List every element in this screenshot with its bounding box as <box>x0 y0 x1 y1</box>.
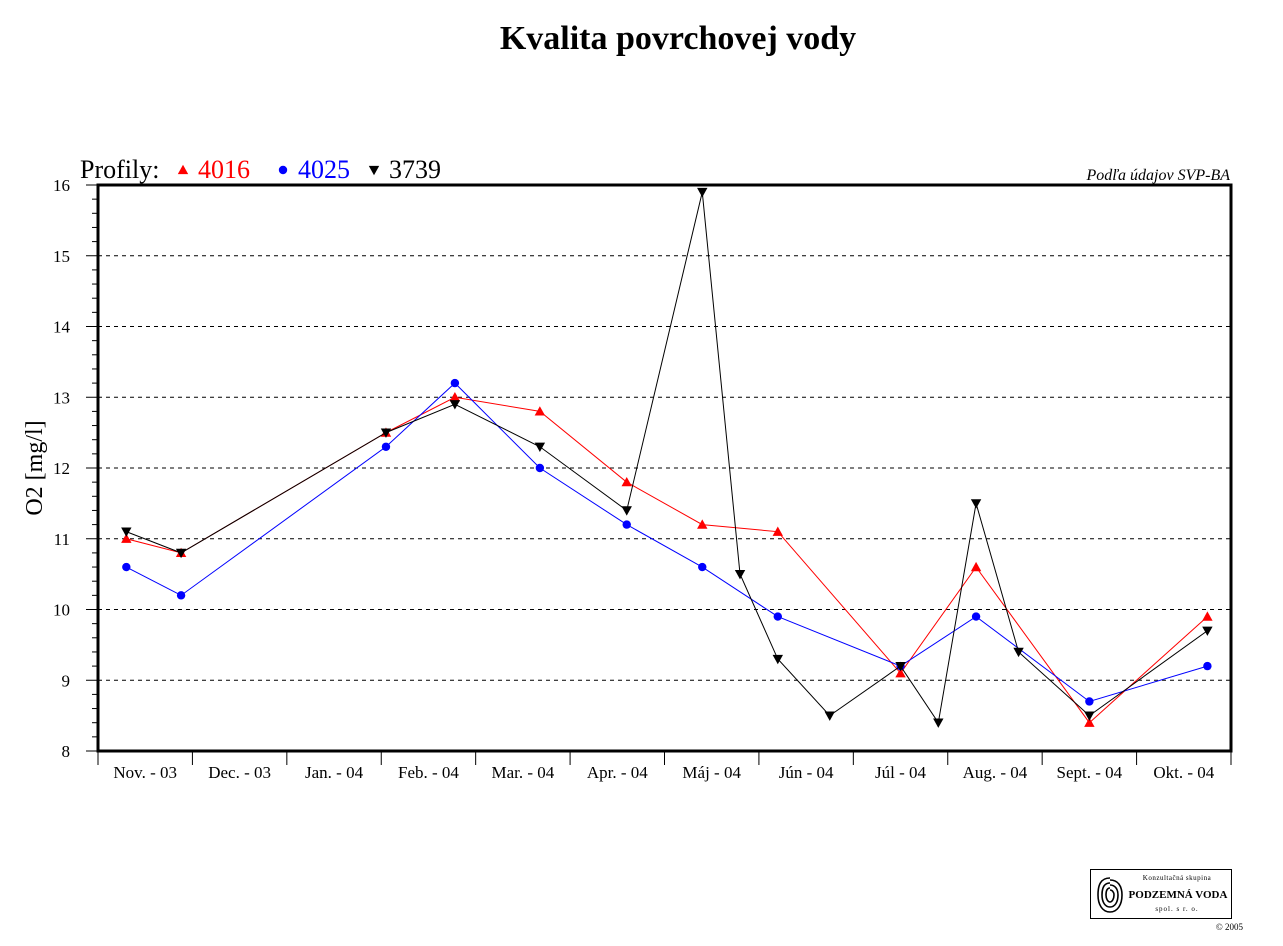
data-point-4025 <box>381 442 391 451</box>
x-tick-label: Mar. - 04 <box>491 763 554 782</box>
x-ticks: Nov. - 03 Dec. - 03 Jan. - 04 Feb. - 04 Mar.… <box>97 751 1232 782</box>
data-point-3739 <box>734 569 746 580</box>
data-point-4016 <box>1084 717 1095 727</box>
data-point-4025 <box>176 591 186 600</box>
y-ticks: 8 9 10 11 12 13 14 15 16 <box>53 176 98 761</box>
data-point-3739 <box>449 400 461 410</box>
company-logo: Konzultačná skupina PODZEMNÁ VODA spol. … <box>1090 869 1232 919</box>
x-tick-label: Okt. - 04 <box>1153 763 1214 782</box>
series-line-4025 <box>126 382 1208 703</box>
data-point-3739 <box>1202 626 1213 636</box>
logo-spiral-icon <box>1097 877 1123 913</box>
data-point-3739 <box>772 654 783 665</box>
data-point-4025 <box>971 612 981 621</box>
series-3739 <box>121 187 1213 728</box>
legend-label-4025: 4025 <box>298 155 350 184</box>
x-tick-label: Máj - 04 <box>682 763 741 782</box>
x-tick-label: Jan. - 04 <box>305 763 364 782</box>
legend-marker-triangle-up-icon <box>177 164 189 175</box>
data-point-4016 <box>1202 611 1213 621</box>
y-axis-label: O2 [mg/l] <box>22 420 48 515</box>
data-point-4025 <box>535 463 545 473</box>
y-tick-label: 9 <box>62 671 71 690</box>
data-point-4025 <box>698 562 707 572</box>
y-tick-label: 15 <box>53 247 70 266</box>
data-point-3739 <box>933 718 944 728</box>
data-point-4025 <box>773 612 782 621</box>
y-tick-label: 12 <box>53 459 70 478</box>
data-point-3739 <box>1013 647 1024 658</box>
data-point-3739 <box>824 711 835 721</box>
series-line-3739 <box>126 191 1208 725</box>
chart-title: Kvalita povrchovej vody <box>500 20 856 57</box>
data-point-3739 <box>380 428 392 438</box>
logo-sub-text: spol. s r. o. <box>1155 905 1199 913</box>
source-note: Podľa údajov SVP-BA <box>1085 167 1230 184</box>
legend-marker-circle-icon <box>278 165 288 175</box>
logo-top-text: Konzultačná skupina <box>1142 874 1212 882</box>
x-tick-label: Sept. - 04 <box>1057 763 1123 782</box>
legend: Profily: 4016 4025 3739 <box>80 155 441 184</box>
x-tick-label: Nov. - 03 <box>113 763 177 782</box>
data-point-3739 <box>697 187 708 198</box>
y-tick-label: 13 <box>53 388 70 407</box>
data-point-4016 <box>534 406 546 416</box>
series-4016 <box>121 392 1213 727</box>
x-tick-label: Feb. - 04 <box>398 763 459 782</box>
data-point-4025 <box>122 562 131 572</box>
y-tick-label: 14 <box>53 318 71 337</box>
x-tick-label: Júl - 04 <box>875 763 927 782</box>
data-point-3739 <box>534 442 546 452</box>
gridlines <box>98 255 1231 681</box>
data-point-3739 <box>970 499 982 509</box>
y-tick-label: 8 <box>62 742 71 761</box>
data-point-4016 <box>772 526 783 536</box>
data-point-3739 <box>175 548 187 559</box>
x-tick-label: Jún - 04 <box>779 763 834 782</box>
data-point-3739 <box>621 506 632 516</box>
legend-item-4025: 4025 <box>278 155 350 184</box>
copyright: © 2005 <box>1215 922 1243 932</box>
data-point-4016 <box>895 667 906 678</box>
data-point-3739 <box>1084 711 1095 721</box>
legend-label: Profily: <box>80 155 159 184</box>
data-point-4016 <box>970 561 982 572</box>
data-point-4016 <box>121 533 132 543</box>
data-point-4025 <box>1203 661 1212 671</box>
data-point-4016 <box>621 476 632 487</box>
legend-item-3739: 3739 <box>368 155 441 184</box>
data-point-4025 <box>450 378 460 388</box>
x-tick-label: Aug. - 04 <box>963 763 1028 782</box>
data-point-3739 <box>121 527 132 537</box>
data-point-3739 <box>895 661 906 672</box>
y-tick-label: 16 <box>53 176 70 195</box>
x-tick-label: Apr. - 04 <box>587 763 648 782</box>
legend-label-4016: 4016 <box>198 155 250 184</box>
legend-label-3739: 3739 <box>389 155 441 184</box>
legend-item-4016: 4016 <box>177 155 250 184</box>
y-tick-label: 10 <box>53 601 70 620</box>
series-line-4016 <box>126 396 1208 724</box>
legend-marker-triangle-down-icon <box>368 165 380 176</box>
logo-company-name: PODZEMNÁ VODA <box>1128 889 1228 901</box>
x-tick-label: Dec. - 03 <box>208 763 271 782</box>
data-point-4025 <box>622 520 631 529</box>
series-layer <box>121 187 1213 728</box>
series-4025 <box>122 378 1212 706</box>
y-tick-label: 11 <box>54 530 70 549</box>
data-point-4016 <box>449 392 461 402</box>
data-point-4025 <box>1085 697 1094 706</box>
data-point-4016 <box>697 519 708 529</box>
